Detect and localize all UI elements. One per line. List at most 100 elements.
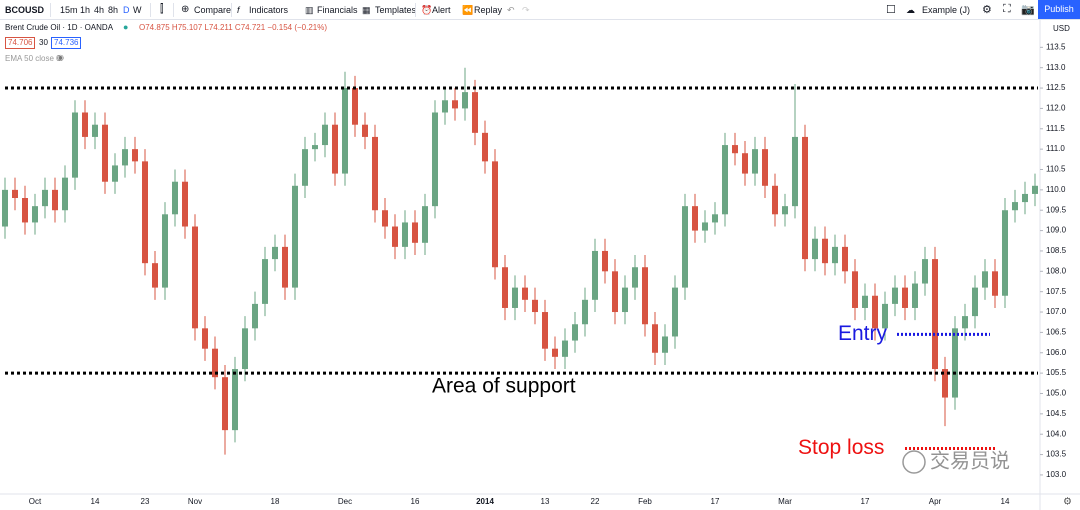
candle-body xyxy=(102,124,108,182)
indicators-icon: f xyxy=(237,5,240,15)
candle-icon[interactable]: ⫿ xyxy=(160,3,164,15)
candle-body xyxy=(982,271,988,288)
separator xyxy=(415,3,416,17)
candle-body xyxy=(772,185,778,215)
candle-body xyxy=(842,246,848,272)
layout-name[interactable]: Example (J) xyxy=(922,5,971,15)
snapshot[interactable]: 📷 xyxy=(1021,4,1035,16)
compare-button[interactable]: Compare xyxy=(194,5,232,15)
candle-body xyxy=(122,149,128,166)
candle-body xyxy=(812,238,818,260)
redo[interactable]: ↷ xyxy=(522,5,530,15)
x-tick-label: 14 xyxy=(91,497,100,506)
separator xyxy=(173,3,174,17)
interval[interactable]: W xyxy=(133,5,142,15)
separator xyxy=(150,3,151,17)
candle-body xyxy=(832,246,838,264)
candle-body xyxy=(642,267,648,325)
x-tick-label: Nov xyxy=(188,497,202,506)
candle-body xyxy=(692,206,698,231)
interval[interactable]: 8h xyxy=(108,5,119,15)
ohlc: O74.875 H75.107 L74.211 C74.721 −0.154 (… xyxy=(139,23,327,32)
x-tick-label: 23 xyxy=(141,497,150,506)
financials-button[interactable]: Financials xyxy=(317,5,358,15)
candle-body xyxy=(432,112,438,207)
x-tick-label: 22 xyxy=(591,497,600,506)
x-tick-label: 13 xyxy=(541,497,550,506)
y-tick-label: 103.0 xyxy=(1046,470,1067,479)
y-tick-label: 112.0 xyxy=(1046,104,1066,113)
candle-body xyxy=(192,226,198,329)
candle-body xyxy=(962,316,968,329)
separator xyxy=(231,3,232,17)
candle-body xyxy=(762,149,768,186)
publish-button[interactable]: Publish xyxy=(1038,0,1080,19)
candle-body xyxy=(462,92,468,109)
candle-body xyxy=(532,299,538,313)
y-tick-label: 112.5 xyxy=(1046,83,1066,92)
candle-body xyxy=(482,132,488,162)
candle-body xyxy=(452,100,458,109)
candle-body xyxy=(212,348,218,378)
candle-body xyxy=(662,336,668,353)
y-tick-label: 111.0 xyxy=(1046,144,1065,153)
bid: 74.706 xyxy=(5,37,36,49)
annotation-text: Stop loss xyxy=(798,436,884,459)
x-tick-label: 2014 xyxy=(476,497,494,506)
alert-icon: ⏰ xyxy=(421,5,433,15)
candle-body xyxy=(162,214,168,288)
symbol[interactable]: BCOUSD xyxy=(5,5,45,15)
eye-icon[interactable]: ◉ xyxy=(57,53,64,62)
annotation-text: Entry xyxy=(838,322,888,345)
candle-body xyxy=(272,246,278,260)
y-tick-label: 113.0 xyxy=(1046,63,1066,72)
candle-body xyxy=(402,222,408,247)
candle-body xyxy=(332,124,338,174)
y-tick-label: 105.0 xyxy=(1046,389,1067,398)
y-tick-label: 104.0 xyxy=(1046,429,1067,438)
candle-body xyxy=(172,181,178,215)
candle-body xyxy=(582,299,588,325)
candle-body xyxy=(492,161,498,268)
candle-body xyxy=(1012,202,1018,211)
candle-body xyxy=(652,324,658,353)
interval[interactable]: D xyxy=(123,5,130,15)
candle-body xyxy=(422,206,428,243)
candle-body xyxy=(952,328,958,398)
settings[interactable]: ⚙ xyxy=(982,4,992,16)
candle-body xyxy=(252,303,258,329)
x-tick-label: Mar xyxy=(778,497,792,506)
candle-body xyxy=(242,328,248,370)
candle-body xyxy=(932,259,938,370)
interval[interactable]: 1h xyxy=(80,5,91,15)
candle-body xyxy=(12,189,18,199)
undo[interactable]: ↶ xyxy=(507,5,515,15)
candle-body xyxy=(372,136,378,211)
interval[interactable]: 4h xyxy=(94,5,105,15)
x-tick-label: 16 xyxy=(411,497,420,506)
x-tick-label: Feb xyxy=(638,497,652,506)
candle-body xyxy=(302,149,308,186)
separator xyxy=(50,3,51,17)
candle-body xyxy=(62,177,68,211)
x-tick-label: 18 xyxy=(271,497,280,506)
candle-body xyxy=(262,259,268,304)
candle-body xyxy=(1022,193,1028,203)
alert-button[interactable]: Alert xyxy=(432,5,451,15)
x-tick-label: Apr xyxy=(929,497,942,506)
candle-body xyxy=(142,161,148,264)
interval[interactable]: 15m xyxy=(60,5,78,15)
layout-icon[interactable]: ☐ xyxy=(886,4,896,16)
candle-body xyxy=(1032,185,1038,194)
candle-body xyxy=(972,287,978,317)
indicators-button[interactable]: Indicators xyxy=(249,5,289,15)
fullscreen[interactable]: ⛶ xyxy=(1003,3,1011,15)
templates-button[interactable]: Templates xyxy=(375,5,417,15)
candle-body xyxy=(542,312,548,349)
candle-body xyxy=(202,328,208,349)
replay-button[interactable]: Replay xyxy=(474,5,503,15)
candle-body xyxy=(222,377,228,431)
candle-body xyxy=(382,210,388,227)
